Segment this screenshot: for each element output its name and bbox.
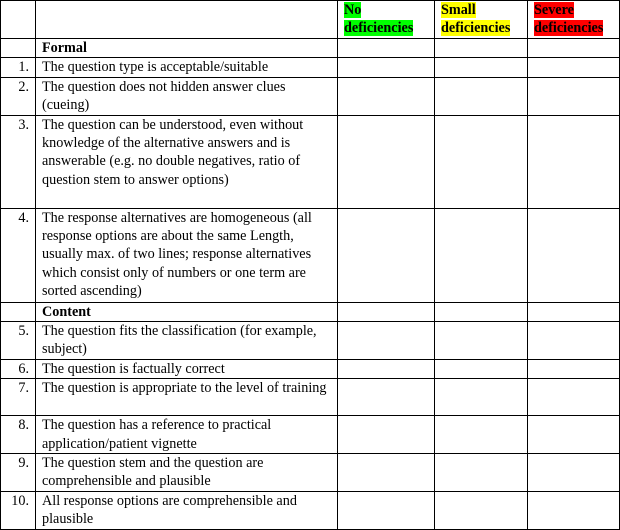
item-criterion: The response alternatives are homogeneou… bbox=[35, 207, 338, 303]
rating-cell-severe-deficiencies[interactable] bbox=[527, 358, 620, 380]
table-row: 9. The question stem and the question are… bbox=[0, 453, 620, 493]
item-number: 4. bbox=[0, 207, 36, 303]
rating-cell[interactable] bbox=[434, 301, 528, 323]
item-number: 7. bbox=[0, 378, 36, 417]
header-severe-deficiencies: Severe deficiencies bbox=[527, 0, 620, 39]
rating-cell-no-deficiencies[interactable] bbox=[337, 358, 435, 380]
rating-cell-small-deficiencies[interactable] bbox=[434, 114, 528, 209]
item-number: 8. bbox=[0, 415, 36, 455]
table-row: 7. The question is appropriate to the lev… bbox=[0, 378, 620, 417]
header-small-deficiencies: Small deficiencies bbox=[434, 0, 528, 39]
item-number: 6. bbox=[0, 358, 36, 380]
item-criterion: The question is factually correct bbox=[35, 358, 338, 380]
section-row-formal: Formal bbox=[0, 37, 620, 59]
item-number: 2. bbox=[0, 76, 36, 116]
section-num-empty bbox=[0, 301, 36, 323]
rating-cell-no-deficiencies[interactable] bbox=[337, 57, 435, 78]
item-criterion: The question stem and the question are c… bbox=[35, 453, 338, 493]
item-criterion: The question can be understood, even wit… bbox=[35, 114, 338, 209]
rating-cell-no-deficiencies[interactable] bbox=[337, 114, 435, 209]
item-number: 1. bbox=[0, 57, 36, 78]
rating-cell-severe-deficiencies[interactable] bbox=[527, 114, 620, 209]
header-empty-num bbox=[0, 0, 36, 39]
rating-cell[interactable] bbox=[434, 37, 528, 59]
item-criterion: The question does not hidden answer clue… bbox=[35, 76, 338, 116]
rating-cell-severe-deficiencies[interactable] bbox=[527, 76, 620, 116]
item-criterion: All response options are comprehensible … bbox=[35, 491, 338, 530]
rating-cell-small-deficiencies[interactable] bbox=[434, 321, 528, 360]
rating-cell-small-deficiencies[interactable] bbox=[434, 57, 528, 78]
rating-cell-small-deficiencies[interactable] bbox=[434, 358, 528, 380]
rating-cell[interactable] bbox=[337, 37, 435, 59]
item-criterion: The question is appropriate to the level… bbox=[35, 378, 338, 417]
rating-cell-no-deficiencies[interactable] bbox=[337, 491, 435, 530]
item-number: 3. bbox=[0, 114, 36, 209]
section-title: Content bbox=[35, 301, 338, 323]
table-row: 6. The question is factually correct bbox=[0, 358, 620, 380]
table-row: 8. The question has a reference to practi… bbox=[0, 415, 620, 455]
rating-cell-severe-deficiencies[interactable] bbox=[527, 321, 620, 360]
rating-cell-severe-deficiencies[interactable] bbox=[527, 378, 620, 417]
header-row: No deficiencies Small deficiencies Sever… bbox=[0, 0, 620, 39]
item-number: 10. bbox=[0, 491, 36, 530]
header-empty-text bbox=[35, 0, 338, 39]
rating-cell-severe-deficiencies[interactable] bbox=[527, 491, 620, 530]
rating-cell-small-deficiencies[interactable] bbox=[434, 378, 528, 417]
rating-cell[interactable] bbox=[527, 37, 620, 59]
rating-cell-no-deficiencies[interactable] bbox=[337, 76, 435, 116]
rating-cell-severe-deficiencies[interactable] bbox=[527, 207, 620, 303]
rating-cell-small-deficiencies[interactable] bbox=[434, 453, 528, 493]
rating-cell-no-deficiencies[interactable] bbox=[337, 415, 435, 455]
rating-cell[interactable] bbox=[337, 301, 435, 323]
rating-cell-small-deficiencies[interactable] bbox=[434, 76, 528, 116]
item-criterion: The question type is acceptable/suitable bbox=[35, 57, 338, 78]
table-row: 4. The response alternatives are homogene… bbox=[0, 207, 620, 303]
item-number: 5. bbox=[0, 321, 36, 360]
table-row: 10. All response options are comprehensib… bbox=[0, 491, 620, 530]
section-title: Formal bbox=[35, 37, 338, 59]
section-row-content: Content bbox=[0, 301, 620, 323]
item-number: 9. bbox=[0, 453, 36, 493]
section-num-empty bbox=[0, 37, 36, 59]
rating-cell-small-deficiencies[interactable] bbox=[434, 491, 528, 530]
rating-cell-severe-deficiencies[interactable] bbox=[527, 57, 620, 78]
table-row: 1. The question type is acceptable/suitab… bbox=[0, 57, 620, 78]
item-criterion: The question has a reference to practica… bbox=[35, 415, 338, 455]
header-no-deficiencies: No deficiencies bbox=[337, 0, 435, 39]
item-criterion: The question fits the classification (fo… bbox=[35, 321, 338, 360]
rating-cell-no-deficiencies[interactable] bbox=[337, 207, 435, 303]
rating-cell-severe-deficiencies[interactable] bbox=[527, 453, 620, 493]
table-row: 5. The question fits the classification (… bbox=[0, 321, 620, 360]
rating-cell-no-deficiencies[interactable] bbox=[337, 453, 435, 493]
rating-cell-small-deficiencies[interactable] bbox=[434, 415, 528, 455]
rating-cell-small-deficiencies[interactable] bbox=[434, 207, 528, 303]
rating-cell-no-deficiencies[interactable] bbox=[337, 378, 435, 417]
table-row: 3. The question can be understood, even w… bbox=[0, 114, 620, 209]
rating-cell-no-deficiencies[interactable] bbox=[337, 321, 435, 360]
rating-cell[interactable] bbox=[527, 301, 620, 323]
table-row: 2. The question does not hidden answer cl… bbox=[0, 76, 620, 116]
rating-cell-severe-deficiencies[interactable] bbox=[527, 415, 620, 455]
